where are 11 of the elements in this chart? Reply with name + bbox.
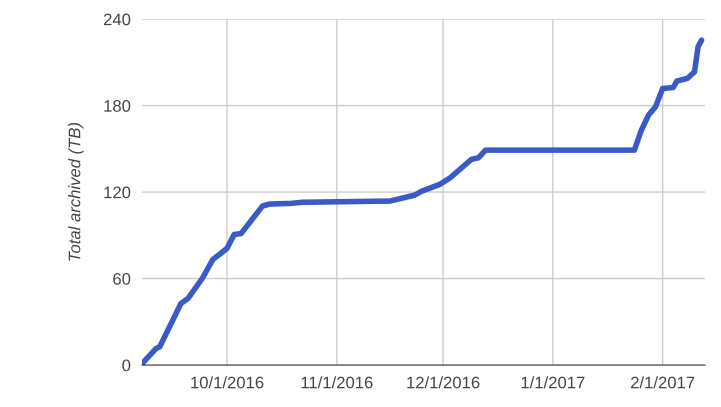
y-tick-label: 60 — [113, 272, 130, 285]
x-tick-label: 11/1/2016 — [302, 376, 373, 388]
y-axis-title: Total archived (TB) — [68, 123, 84, 261]
x-tick-label: 12/1/2016 — [407, 376, 480, 388]
y-tick-label: 240 — [104, 14, 130, 26]
y-tick-label: 120 — [104, 186, 130, 198]
x-tick-label: 1/1/2017 — [522, 376, 584, 388]
y-tick-label: 0 — [122, 359, 130, 372]
x-tick-label: 2/1/2017 — [631, 376, 694, 388]
x-tick-label: 10/1/2016 — [191, 376, 264, 388]
y-tick-label: 180 — [104, 100, 130, 112]
